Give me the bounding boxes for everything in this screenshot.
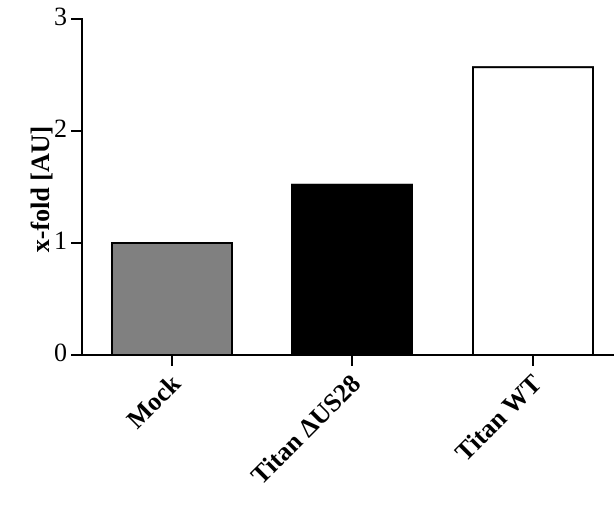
y-tick-label: 3 <box>54 2 67 31</box>
y-tick-label: 1 <box>54 226 67 255</box>
x-tick-label: Titan ΔUS28 <box>245 369 366 490</box>
y-axis-label: x-fold [AU] <box>26 126 55 252</box>
y-axis: 0 1 2 3 <box>54 2 83 367</box>
y-tick-label: 0 <box>54 338 67 367</box>
x-tick-label: Mock <box>121 368 187 434</box>
x-axis <box>81 354 614 366</box>
x-tick-label: Titan WT <box>449 369 547 467</box>
y-tick-label: 2 <box>54 114 67 143</box>
category-labels: Mock Titan ΔUS28 Titan WT <box>121 368 547 489</box>
bars <box>111 66 594 356</box>
bar-0 <box>111 242 233 356</box>
bar-1 <box>291 183 413 356</box>
bar-2 <box>472 66 594 356</box>
